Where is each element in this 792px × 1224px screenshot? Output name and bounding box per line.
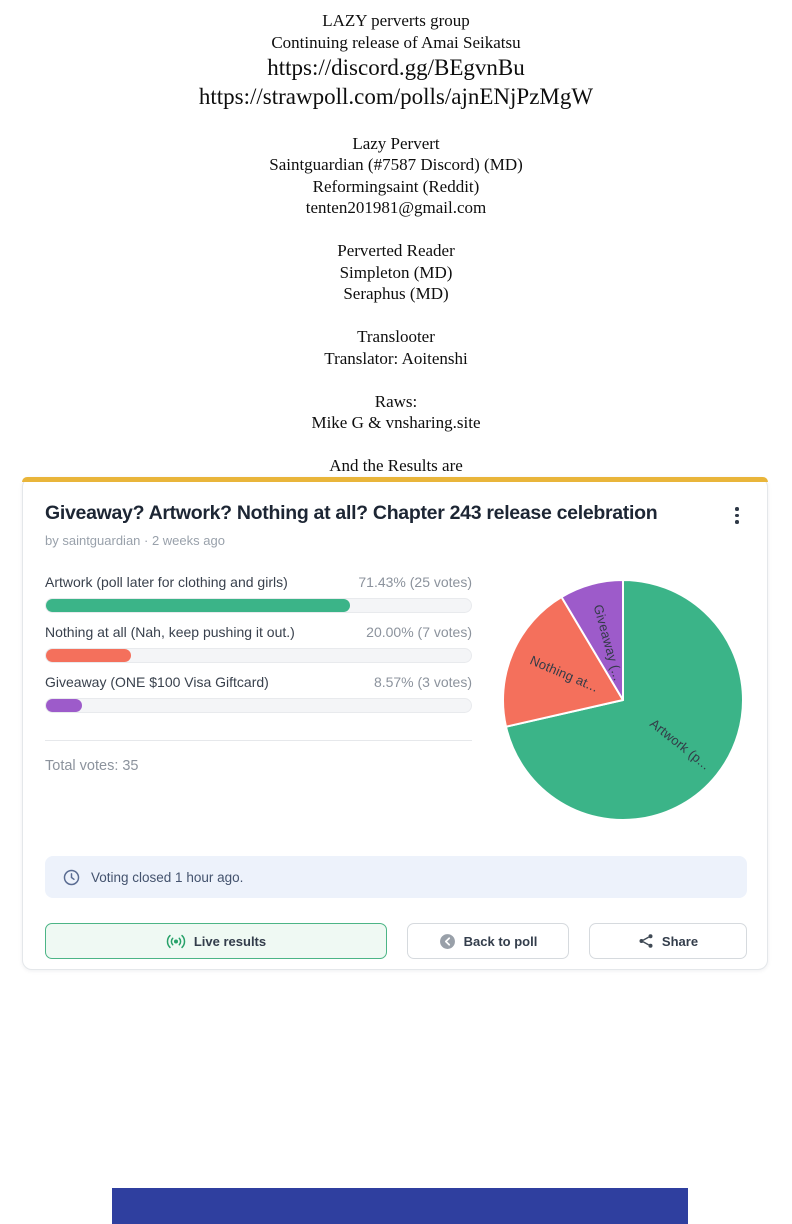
share-button[interactable]: Share	[589, 923, 747, 959]
credits-role-translooter: Translooter	[357, 327, 435, 346]
credits-block: LAZY perverts group Continuing release o…	[0, 0, 792, 477]
credits-raws-source: Mike G & vnsharing.site	[311, 413, 481, 432]
poll-card: Giveaway? Artwork? Nothing at all? Chapt…	[22, 477, 768, 970]
live-results-button[interactable]: Live results	[45, 923, 387, 959]
option-bar-fill	[46, 599, 350, 612]
poll-byline: by saintguardian · 2 weeks ago	[45, 533, 225, 548]
option-row: Artwork (poll later for clothing and gir…	[45, 574, 472, 613]
strawpoll-url-text: https://strawpoll.com/polls/ajnENjPzMgW	[198, 84, 594, 109]
option-bar-fill	[46, 699, 83, 712]
pie-slice	[560, 579, 624, 701]
option-result: 71.43% (25 votes)	[358, 574, 472, 590]
credits-group-name: LAZY perverts group	[322, 11, 470, 30]
back-to-poll-label: Back to poll	[463, 933, 538, 949]
bottom-blue-bar	[112, 1188, 688, 1224]
total-votes: Total votes: 35	[45, 758, 139, 774]
clock-icon	[63, 869, 80, 885]
option-row: Giveaway (ONE $100 Visa Giftcard) 8.57% …	[45, 674, 472, 713]
spacer	[0, 111, 792, 133]
credits-role-lazy-pervert: Lazy Pervert	[352, 133, 440, 153]
credits-member: Translator: Aoitenshi	[324, 348, 468, 368]
option-label: Giveaway (ONE $100 Visa Giftcard)	[45, 674, 269, 690]
credits-member: Reformingsaint (Reddit)	[312, 176, 480, 196]
discord-url-text: https://discord.gg/BEgvnBu	[267, 55, 525, 80]
voting-closed-banner: Voting closed 1 hour ago.	[45, 856, 747, 898]
option-bar-track	[45, 648, 472, 663]
option-row: Nothing at all (Nah, keep pushing it out…	[45, 624, 472, 663]
poll-options: Artwork (poll later for clothing and gir…	[45, 574, 472, 774]
credits-results-line: And the Results are	[329, 456, 463, 475]
voting-closed-text: Voting closed 1 hour ago.	[91, 869, 244, 885]
spacer	[0, 219, 792, 241]
spacer	[0, 369, 792, 391]
results-divider	[45, 740, 472, 741]
card-top-accent	[22, 477, 768, 482]
option-bar-track	[45, 698, 472, 713]
credits-raws-heading: Raws:	[374, 391, 418, 411]
pie-slice	[505, 579, 744, 821]
option-result: 8.57% (3 votes)	[373, 674, 472, 690]
live-icon	[166, 934, 186, 948]
credits-member: Seraphus (MD)	[343, 284, 449, 303]
credits-role-perverted-reader: Perverted Reader	[337, 241, 455, 260]
back-to-poll-button[interactable]: Back to poll	[407, 923, 569, 959]
credits-member: Simpleton (MD)	[339, 262, 453, 282]
credits-member: Saintguardian (#7587 Discord) (MD)	[269, 155, 523, 174]
option-bar-fill	[46, 649, 131, 662]
option-label: Artwork (poll later for clothing and gir…	[45, 574, 288, 590]
more-options-icon[interactable]	[727, 507, 747, 531]
credits-email: tenten201981@gmail.com	[305, 198, 487, 217]
spacer	[0, 305, 792, 327]
pie-slice	[502, 596, 624, 728]
back-arrow-icon	[439, 933, 455, 949]
pie-chart: Artwork (p...Nothing at...Giveaway (...	[502, 579, 744, 821]
credits-subtitle: Continuing release of Amai Seikatsu	[271, 32, 521, 52]
share-label: Share	[661, 933, 699, 949]
share-icon	[639, 934, 653, 948]
spacer	[0, 434, 792, 456]
poll-title: Giveaway? Artwork? Nothing at all? Chapt…	[45, 502, 658, 524]
option-label: Nothing at all (Nah, keep pushing it out…	[45, 624, 295, 640]
live-results-label: Live results	[193, 933, 267, 949]
option-result: 20.00% (7 votes)	[366, 624, 472, 640]
option-bar-track	[45, 598, 472, 613]
